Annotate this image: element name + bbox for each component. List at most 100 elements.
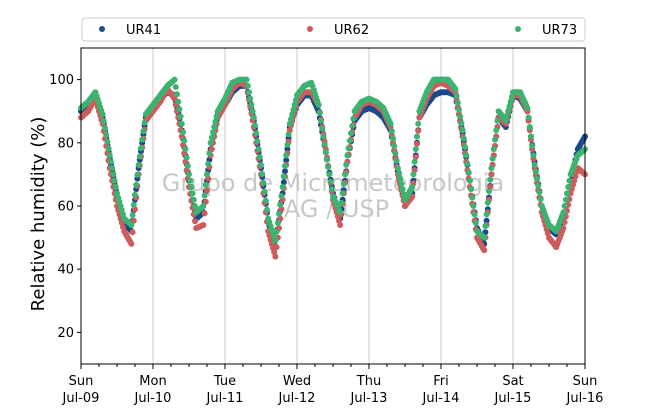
data-point	[345, 145, 352, 152]
data-point	[505, 108, 512, 115]
data-point	[462, 144, 468, 150]
data-point	[277, 201, 284, 208]
data-point	[99, 111, 106, 118]
legend-label: UR62	[334, 23, 369, 38]
data-point	[174, 91, 180, 98]
data-point	[507, 98, 514, 105]
data-point	[102, 125, 108, 132]
x-tick-label-date: Jul-12	[278, 391, 316, 406]
y-tick-label: 80	[57, 136, 74, 151]
data-point	[288, 116, 294, 123]
data-point	[486, 188, 492, 195]
data-point	[259, 170, 266, 177]
data-point	[206, 150, 213, 157]
data-point	[456, 106, 462, 113]
data-point	[202, 181, 209, 188]
data-point	[348, 130, 354, 137]
data-point	[177, 113, 184, 120]
data-point	[282, 168, 288, 175]
data-point	[529, 143, 536, 149]
data-point	[210, 129, 216, 136]
data-point	[506, 103, 513, 110]
data-point	[414, 140, 420, 147]
data-point	[181, 137, 188, 144]
x-tick-label-day: Tue	[213, 374, 236, 389]
data-point	[397, 175, 404, 182]
x-tick-label-day: Sat	[502, 374, 523, 389]
data-point	[272, 237, 279, 244]
data-point	[255, 146, 262, 153]
legend-label: UR41	[126, 23, 161, 38]
data-point	[282, 163, 288, 169]
data-point	[205, 160, 212, 167]
data-point	[566, 177, 573, 184]
x-tick-label-day: Mon	[139, 374, 166, 389]
data-point	[392, 150, 399, 157]
data-point	[483, 217, 490, 224]
data-point	[279, 184, 286, 190]
data-point	[112, 184, 119, 190]
data-point	[454, 99, 461, 106]
data-point	[318, 117, 324, 124]
data-point	[342, 171, 348, 178]
x-axis: Sun Jul-09 Mon Jul-10 Tue Jul-11 Wed Jul-12 Thu J…	[62, 364, 604, 406]
data-point	[350, 115, 357, 122]
legend-label: UR73	[542, 23, 577, 38]
x-tick-label-day: Wed	[283, 374, 311, 389]
data-point	[184, 163, 191, 169]
data-point	[471, 211, 478, 218]
x-tick-label-date: Jul-14	[422, 391, 460, 406]
data-point	[387, 120, 394, 127]
series-ur73	[78, 76, 588, 244]
data-point	[100, 118, 107, 125]
data-point	[465, 169, 472, 176]
data-point	[201, 210, 208, 217]
data-point	[414, 133, 420, 140]
data-point	[561, 219, 568, 226]
data-point	[176, 106, 183, 113]
data-point	[106, 152, 113, 159]
data-point	[290, 106, 297, 113]
data-point	[490, 146, 497, 153]
data-point	[109, 165, 116, 172]
legend: UR41 UR62 UR73	[81, 17, 586, 42]
data-point	[321, 141, 328, 148]
data-point	[244, 82, 251, 89]
data-point	[262, 197, 269, 204]
data-point	[274, 219, 281, 226]
data-point	[273, 228, 280, 235]
data-point	[254, 138, 261, 145]
data-point	[398, 180, 405, 187]
y-tick-label: 60	[57, 200, 74, 215]
data-point	[394, 165, 401, 172]
data-point	[183, 154, 190, 161]
y-tick-label: 20	[57, 326, 74, 341]
data-point	[410, 171, 417, 178]
data-point	[460, 135, 467, 142]
data-point	[482, 223, 489, 229]
data-point	[464, 160, 471, 167]
y-tick-label: 40	[57, 263, 74, 278]
data-point	[207, 139, 214, 146]
data-point	[291, 101, 298, 108]
y-axis-label: Relative humidity (%)	[28, 117, 49, 312]
data-point	[560, 209, 567, 216]
data-point	[494, 117, 501, 124]
x-tick-label-date: Jul-13	[350, 391, 388, 406]
data-point	[388, 128, 395, 135]
data-point	[130, 201, 137, 208]
data-point	[292, 97, 299, 104]
data-point	[532, 168, 539, 175]
data-point	[483, 211, 490, 218]
x-tick-label-date: Jul-16	[566, 391, 604, 406]
data-point	[344, 152, 351, 159]
data-point	[526, 124, 533, 130]
data-point	[325, 164, 332, 170]
data-point	[337, 222, 344, 228]
data-point	[280, 173, 287, 180]
x-tick-label-date: Jul-15	[494, 391, 532, 406]
data-point	[261, 188, 268, 195]
x-tick-label-day: Thu	[356, 374, 381, 389]
data-point	[508, 94, 515, 100]
